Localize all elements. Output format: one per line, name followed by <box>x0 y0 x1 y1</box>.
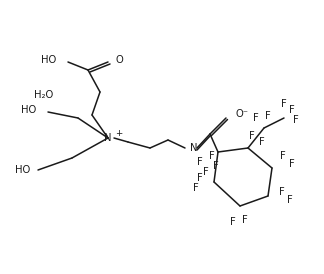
Text: H₂O: H₂O <box>34 90 53 100</box>
Text: HO: HO <box>41 55 56 65</box>
Text: N: N <box>104 133 112 143</box>
Text: F: F <box>197 157 203 167</box>
Text: F: F <box>289 159 295 169</box>
Text: F: F <box>287 195 293 205</box>
Text: F: F <box>259 137 265 147</box>
Text: HO: HO <box>15 165 30 175</box>
Text: O⁻: O⁻ <box>235 109 248 119</box>
Text: HO: HO <box>21 105 36 115</box>
Text: F: F <box>249 131 255 141</box>
Text: F: F <box>230 217 236 227</box>
Text: F: F <box>253 113 259 123</box>
Text: F: F <box>209 151 215 161</box>
Text: +: + <box>115 129 122 138</box>
Text: F: F <box>289 105 295 115</box>
Text: N: N <box>190 143 198 153</box>
Text: F: F <box>213 161 219 171</box>
Text: F: F <box>265 111 271 121</box>
Text: F: F <box>279 187 285 197</box>
Text: F: F <box>242 215 248 225</box>
Text: F: F <box>193 183 199 193</box>
Text: F: F <box>203 167 209 177</box>
Text: O: O <box>116 55 124 65</box>
Text: F: F <box>293 115 299 125</box>
Text: F: F <box>197 173 203 183</box>
Text: F: F <box>281 99 287 109</box>
Text: F: F <box>280 151 286 161</box>
